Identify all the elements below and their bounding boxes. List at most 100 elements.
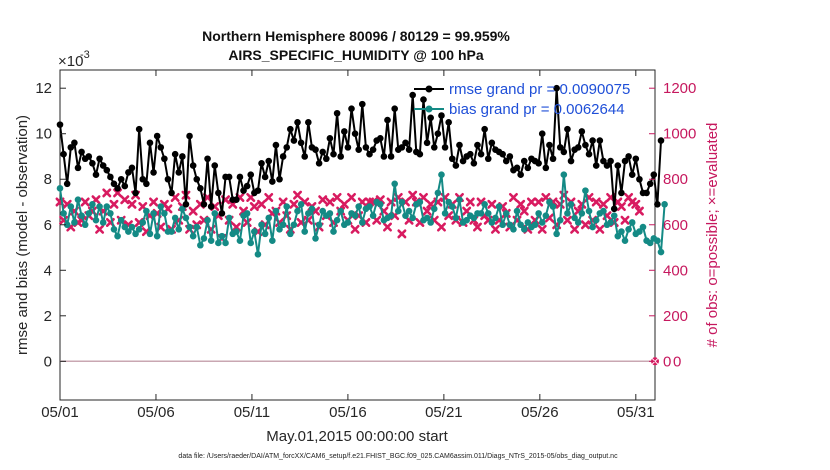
- rmse-point: [337, 153, 345, 160]
- bias-point: [506, 221, 514, 229]
- rmse-point: [456, 141, 463, 149]
- bias-point: [600, 207, 607, 215]
- bias-point: [207, 237, 215, 244]
- bias-point: [114, 232, 121, 240]
- rmse-point: [556, 144, 564, 151]
- bias-point: [337, 207, 345, 215]
- rmse-point: [355, 146, 362, 153]
- rmse-point: [121, 182, 129, 190]
- x-tick-label: 05/11: [234, 404, 270, 421]
- bias-point: [261, 230, 269, 238]
- rmse-point: [589, 137, 596, 144]
- rmse-point: [341, 128, 348, 135]
- rmse-series: [56, 84, 665, 217]
- bias-point: [135, 226, 143, 233]
- bias-point: [89, 200, 96, 208]
- bias-point: [351, 212, 359, 219]
- bias-point: [175, 226, 183, 233]
- bias-point: [560, 171, 568, 178]
- x-tick-label: 05/21: [425, 404, 463, 421]
- evaluated-marker: [526, 197, 536, 207]
- rmse-point: [607, 157, 614, 165]
- legend: rmse grand pr = 0.0090075 bias grand pr …: [414, 81, 630, 118]
- rmse-point: [56, 121, 64, 128]
- bias-point: [74, 196, 82, 204]
- rmse-point: [376, 134, 384, 142]
- bias-point: [376, 200, 384, 208]
- evaluated-marker: [508, 192, 518, 202]
- rmse-point: [153, 132, 161, 140]
- y-tick-label: 12: [35, 80, 52, 97]
- rmse-point: [427, 114, 434, 122]
- rmse-point: [189, 162, 197, 169]
- bias-point: [139, 219, 147, 226]
- evaluated-marker: [325, 197, 335, 207]
- bias-point: [571, 214, 578, 222]
- rmse-point: [215, 189, 222, 197]
- evaluated-marker: [293, 190, 303, 200]
- bias-point: [121, 223, 129, 231]
- evaluated-marker: [347, 192, 357, 202]
- bias-point: [492, 214, 499, 222]
- rmse-point: [391, 105, 398, 112]
- bias-point: [499, 221, 506, 229]
- evaluated-marker: [519, 206, 529, 216]
- rmse-point: [225, 173, 233, 181]
- rmse-point: [218, 210, 226, 217]
- rmse-point: [193, 175, 201, 183]
- bias-point: [416, 198, 424, 206]
- bias-point: [517, 221, 524, 229]
- rmse-point: [74, 164, 82, 172]
- bias-point: [215, 239, 222, 247]
- rmse-point: [276, 175, 283, 183]
- bias-point: [312, 235, 319, 242]
- bias-point: [618, 228, 625, 235]
- y2-tick-label: 800: [663, 171, 688, 188]
- rmse-point: [535, 160, 542, 167]
- evaluated-marker: [631, 199, 641, 209]
- bias-point: [394, 207, 402, 215]
- rmse-point: [207, 203, 215, 210]
- bias-point: [553, 230, 560, 238]
- bias-point: [661, 200, 668, 208]
- bias-point: [168, 228, 175, 235]
- bias-point: [567, 200, 575, 208]
- bias-point: [276, 226, 283, 233]
- bias-point: [654, 237, 661, 244]
- rmse-point: [502, 157, 510, 165]
- rmse-point: [319, 148, 327, 156]
- rmse-point: [448, 155, 456, 163]
- evaluated-marker: [339, 199, 349, 209]
- rmse-point: [524, 164, 532, 172]
- evaluated-marker: [591, 197, 601, 207]
- obs-zero-label: 0: [673, 353, 681, 370]
- bias-point: [297, 200, 305, 208]
- rmse-point: [103, 166, 111, 174]
- rmse-point: [132, 189, 139, 197]
- rmse-point: [247, 171, 255, 178]
- bias-point: [438, 171, 445, 178]
- bias-point: [189, 232, 197, 240]
- evaluated-marker: [397, 229, 407, 239]
- bias-point: [243, 210, 251, 217]
- bias-point: [423, 214, 431, 222]
- rmse-point: [85, 153, 93, 160]
- y-exponent-power: -3: [80, 49, 90, 61]
- rmse-point: [272, 141, 280, 149]
- rmse-point: [574, 144, 582, 151]
- rmse-point: [297, 139, 305, 147]
- bias-point: [258, 221, 265, 229]
- bias-point: [484, 210, 492, 217]
- y-exponent-base: ×10: [58, 53, 83, 70]
- evaluated-marker: [350, 224, 360, 234]
- y-tick-label: 10: [35, 126, 52, 143]
- rmse-point: [114, 185, 121, 192]
- bias-point: [409, 214, 416, 222]
- bias-point: [488, 219, 496, 226]
- bias-point: [614, 232, 622, 240]
- rmse-point: [71, 139, 78, 147]
- bias-point: [153, 232, 161, 240]
- rmse-point: [179, 153, 186, 160]
- bias-point: [60, 210, 67, 217]
- rmse-point: [621, 157, 629, 165]
